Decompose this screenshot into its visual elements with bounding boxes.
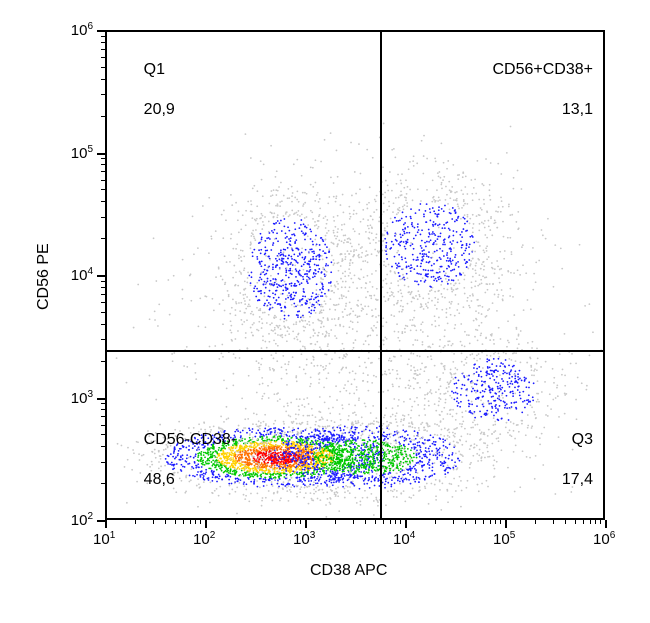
plot-area: Q1 20,9 CD56+CD38+ 13,1 CD56-CD38- 48,6 … — [105, 30, 605, 520]
q4-value: 17,4 — [562, 471, 593, 488]
q4-name: Q3 — [572, 431, 593, 448]
quadrant-divider-horizontal — [107, 350, 605, 352]
y-tick-label: 105 — [71, 144, 93, 162]
quadrant-divider-vertical — [380, 32, 382, 520]
x-axis-label: CD38 APC — [310, 562, 387, 580]
quadrant-label-q3: CD56-CD38- 48,6 — [117, 410, 236, 510]
q2-value: 13,1 — [562, 101, 593, 118]
x-tick-label: 103 — [293, 530, 315, 548]
y-tick-label: 102 — [71, 511, 93, 529]
q2-name: CD56+CD38+ — [493, 61, 594, 78]
y-tick-label: 104 — [71, 266, 93, 284]
y-tick-label: 106 — [71, 21, 93, 39]
quadrant-label-q4: Q3 17,4 — [535, 410, 593, 510]
q1-value: 20,9 — [144, 101, 175, 118]
q3-name: CD56-CD38- — [144, 431, 236, 448]
x-tick-label: 104 — [393, 530, 415, 548]
quadrant-label-q2: CD56+CD38+ 13,1 — [466, 40, 593, 140]
y-axis-label: CD56 PE — [35, 243, 53, 310]
flow-cytometry-plot: Q1 20,9 CD56+CD38+ 13,1 CD56-CD38- 48,6 … — [0, 0, 650, 623]
y-tick-label: 103 — [71, 389, 93, 407]
x-tick-label: 101 — [93, 530, 115, 548]
x-tick-label: 102 — [193, 530, 215, 548]
x-tick-label: 105 — [493, 530, 515, 548]
quadrant-label-q1: Q1 20,9 — [117, 40, 175, 140]
q1-name: Q1 — [144, 61, 165, 78]
q3-value: 48,6 — [144, 471, 175, 488]
x-tick-label: 106 — [593, 530, 615, 548]
